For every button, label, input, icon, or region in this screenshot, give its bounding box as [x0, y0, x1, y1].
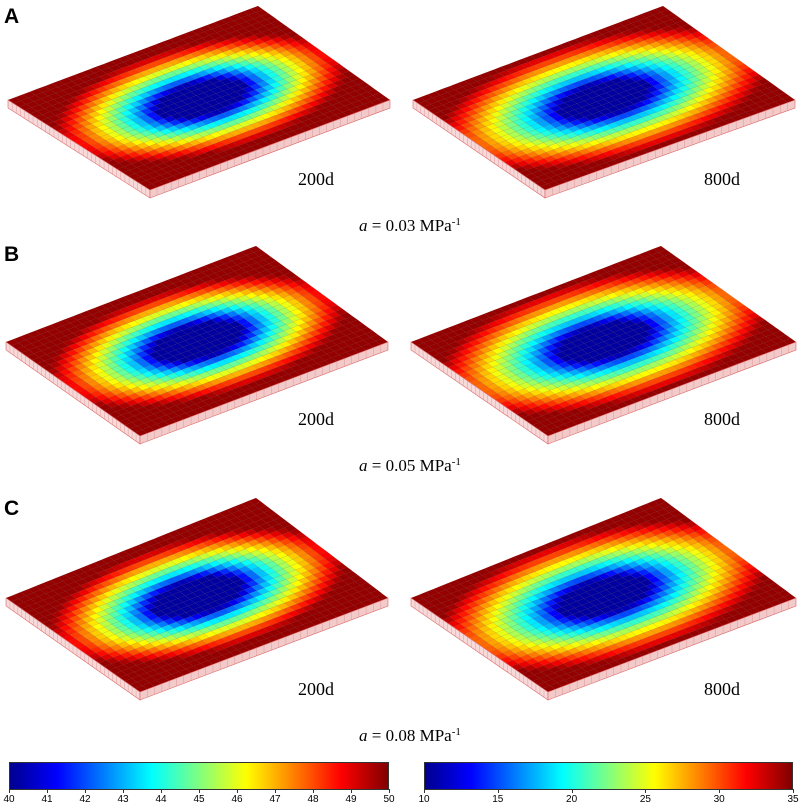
panel-label-a: A — [4, 5, 20, 28]
pressure-field-plate-c-left — [5, 497, 389, 701]
pressure-field-plate-c-right — [410, 497, 797, 701]
pressure-field-plate-a-left — [7, 5, 391, 199]
